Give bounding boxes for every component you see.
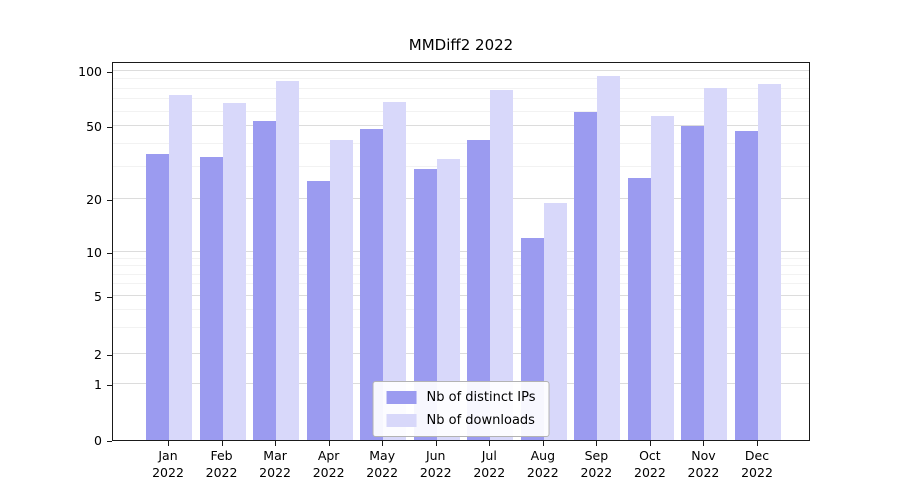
- major-gridline: [113, 353, 809, 354]
- x-tick-label: Jan 2022: [152, 448, 184, 480]
- minor-gridline: [113, 98, 809, 100]
- bar-downloads-dec: [758, 83, 781, 440]
- bar-downloads-may: [383, 101, 407, 440]
- x-tick-label: Sep 2022: [580, 448, 613, 480]
- bar-distinct-ips-jun: [413, 169, 437, 440]
- legend-swatch-distinct-ips: [386, 391, 417, 404]
- bar-distinct-ips-apr: [306, 181, 330, 440]
- x-tick-label: Mar 2022: [259, 448, 291, 480]
- y-tick-label: 1: [94, 377, 102, 392]
- chart-title: MMDiff2 2022: [408, 36, 514, 54]
- x-tick-mark: [489, 441, 491, 446]
- y-tick-label: 5: [94, 289, 102, 304]
- x-tick-mark: [757, 441, 758, 446]
- y-tick-mark: [107, 252, 112, 254]
- minor-gridline: [113, 283, 809, 285]
- minor-gridline: [113, 265, 809, 267]
- x-tick-mark: [328, 441, 330, 446]
- bar-downloads-jan: [169, 94, 192, 440]
- bar-downloads-aug: [543, 202, 567, 440]
- y-tick-mark: [107, 440, 112, 442]
- y-tick-label: 100: [78, 64, 102, 79]
- x-tick-label: Jun 2022: [419, 448, 452, 480]
- x-tick-mark: [221, 441, 223, 446]
- legend-swatch-downloads: [386, 414, 417, 427]
- bar-distinct-ips-sep: [574, 111, 598, 440]
- legend-item-distinct-ips: Nb of distinct IPs: [386, 390, 536, 405]
- minor-gridline: [113, 309, 809, 311]
- bar-distinct-ips-oct: [627, 178, 651, 440]
- y-tick-mark: [107, 384, 112, 386]
- x-tick-label: Feb 2022: [205, 448, 238, 480]
- bar-downloads-nov: [704, 87, 728, 440]
- minor-gridline: [113, 273, 809, 275]
- legend-item-downloads: Nb of downloads: [386, 413, 536, 428]
- x-tick-mark: [435, 441, 437, 446]
- bar-distinct-ips-jul: [467, 139, 491, 440]
- major-gridline: [113, 125, 809, 126]
- y-tick-mark: [107, 126, 112, 128]
- bar-downloads-mar: [276, 81, 300, 440]
- y-tick-mark: [107, 199, 112, 201]
- x-tick-label: May 2022: [366, 448, 399, 480]
- minor-gridline: [113, 110, 809, 112]
- major-gridline: [113, 70, 809, 71]
- y-tick-label: 0: [94, 433, 102, 448]
- y-tick-label: 50: [86, 119, 102, 134]
- y-tick-label: 20: [86, 192, 102, 207]
- bar-downloads-apr: [329, 139, 353, 440]
- x-tick-label: Aug 2022: [526, 448, 559, 480]
- minor-gridline: [113, 327, 809, 329]
- y-tick-mark: [107, 71, 112, 73]
- minor-gridline: [113, 257, 809, 259]
- bar-downloads-oct: [650, 115, 674, 440]
- bar-distinct-ips-may: [360, 129, 384, 440]
- bar-distinct-ips-dec: [735, 130, 758, 440]
- bar-distinct-ips-mar: [253, 121, 277, 440]
- x-tick-label: Jul 2022: [473, 448, 506, 480]
- x-tick-label: Oct 2022: [634, 448, 666, 480]
- bar-downloads-feb: [222, 102, 246, 440]
- x-tick-label: Nov 2022: [687, 448, 720, 480]
- x-tick-mark: [596, 441, 598, 446]
- bar-downloads-jul: [490, 89, 514, 440]
- plot-area: Nb of distinct IPs Nb of downloads: [112, 62, 810, 441]
- y-tick-label: 10: [86, 245, 102, 260]
- major-gridline: [113, 295, 809, 296]
- x-tick-mark: [275, 441, 277, 446]
- x-tick-label: Apr 2022: [312, 448, 345, 480]
- x-tick-mark: [382, 441, 384, 446]
- y-tick-mark: [107, 354, 112, 356]
- legend-label-downloads: Nb of downloads: [426, 413, 535, 428]
- minor-gridline: [113, 78, 809, 80]
- x-tick-mark: [542, 441, 544, 446]
- x-tick-label: Dec 2022: [741, 448, 773, 480]
- major-gridline: [113, 251, 809, 252]
- minor-gridline: [113, 142, 809, 144]
- y-tick-label: 2: [94, 347, 102, 362]
- x-tick-mark: [649, 441, 651, 446]
- bar-distinct-ips-nov: [681, 126, 705, 440]
- x-tick-mark: [703, 441, 705, 446]
- legend: Nb of distinct IPs Nb of downloads: [372, 381, 550, 437]
- bar-distinct-ips-feb: [199, 156, 223, 440]
- x-tick-mark: [168, 441, 169, 446]
- minor-gridline: [113, 87, 809, 89]
- bar-downloads-jun: [436, 159, 460, 440]
- legend-label-distinct-ips: Nb of distinct IPs: [426, 390, 536, 405]
- minor-gridline: [113, 165, 809, 167]
- major-gridline: [113, 198, 809, 199]
- bar-downloads-sep: [597, 75, 621, 440]
- y-tick-mark: [107, 296, 112, 298]
- bar-distinct-ips-jan: [146, 154, 169, 440]
